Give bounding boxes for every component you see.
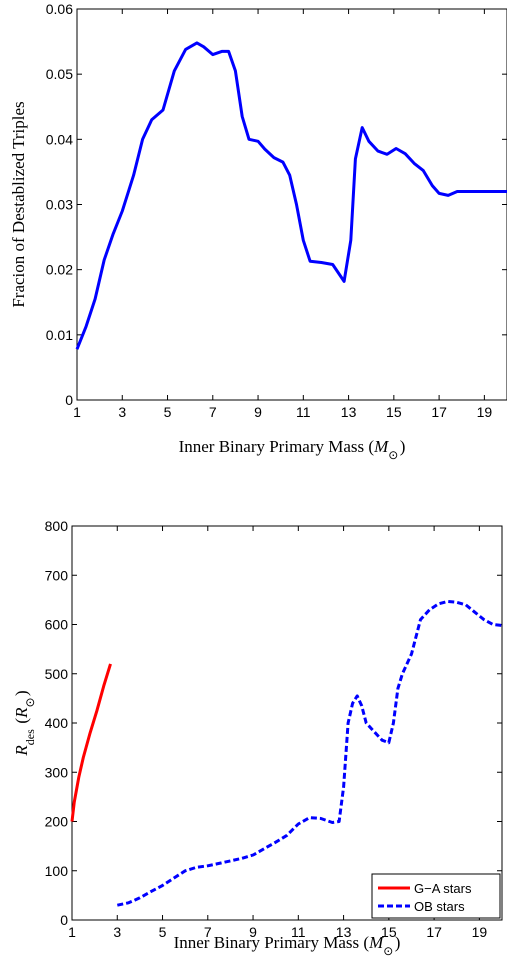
- x-tick-label: 3: [118, 404, 126, 420]
- x-axis-label: Inner Binary Primary Mass (M⊙ ): [174, 933, 401, 958]
- x-tick-label: 1: [73, 404, 81, 420]
- chart-2: 1 3 5 7 9 11 13 15 17 190100200300400500600700800…: [12, 518, 503, 958]
- y-tick-label: 0.03: [46, 197, 73, 213]
- y-tick-label: 700: [45, 567, 69, 583]
- x-tick-label: 17: [426, 924, 442, 940]
- y-tick-label: 0.04: [46, 131, 73, 147]
- y-tick-label: 500: [45, 666, 69, 682]
- x-tick-label: 5: [164, 404, 172, 420]
- legend-box: [371, 873, 501, 919]
- series-line-g-a-stars: [70, 663, 112, 822]
- y-tick-label: 100: [45, 863, 69, 879]
- chart-1: 1 3 5 7 9 11 13 15 17 1900.010.020.030.040.050.06…: [9, 1, 507, 462]
- y-tick-label: 600: [45, 617, 69, 633]
- y-tick-label: 0: [60, 912, 68, 928]
- x-tick-label: 5: [159, 924, 167, 940]
- y-tick-label: 0.02: [46, 262, 73, 278]
- x-tick-label: 9: [254, 404, 262, 420]
- x-tick-label: 7: [204, 924, 212, 940]
- y-tick-label: 400: [45, 715, 69, 731]
- x-axis-label: Inner Binary Primary Mass (M⊙ ): [179, 437, 406, 462]
- x-tick-label: 13: [341, 404, 357, 420]
- y-tick-label: 0: [65, 392, 73, 408]
- x-tick-label: 11: [291, 924, 306, 940]
- plot-frame: [71, 525, 503, 921]
- x-tick-label: 13: [336, 924, 352, 940]
- x-tick-label: 19: [472, 924, 488, 940]
- y-tick-label: 0.01: [46, 327, 73, 343]
- y-tick-label: 0.05: [46, 66, 73, 82]
- y-tick-label: 800: [45, 518, 69, 534]
- legend-label: G−A stars: [414, 881, 472, 896]
- x-tick-label: 7: [209, 404, 217, 420]
- x-tick-label: 1: [68, 924, 76, 940]
- x-tick-label: 17: [431, 404, 447, 420]
- x-tick-label: 19: [477, 404, 493, 420]
- y-tick-label: 300: [45, 764, 69, 780]
- x-tick-label: 11: [296, 404, 311, 420]
- x-tick-label: 15: [386, 404, 402, 420]
- y-axis-label: Fracion of Destablized Triples: [9, 101, 28, 307]
- legend-label: OB stars: [414, 899, 465, 914]
- y-tick-label: 200: [45, 814, 69, 830]
- series-line-ob-stars: [116, 599, 503, 907]
- legend: G−A stars OB stars: [371, 873, 501, 919]
- y-tick-label: 0.06: [46, 1, 73, 17]
- series-line-1: [75, 41, 507, 350]
- y-axis-label: Rdes (R⊙ ): [12, 690, 37, 756]
- x-tick-label: 15: [381, 924, 397, 940]
- x-tick-label: 3: [113, 924, 121, 940]
- x-tick-label: 9: [249, 924, 257, 940]
- plot-frame: [76, 8, 507, 401]
